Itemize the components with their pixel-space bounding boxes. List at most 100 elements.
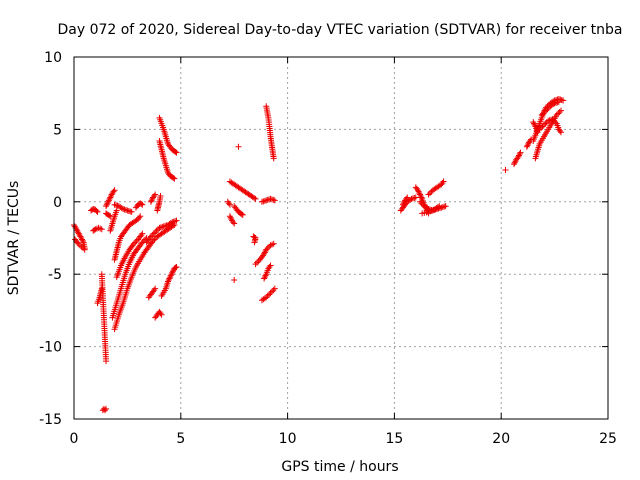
- x-tick-labels: 0 5 10 15 20 25: [70, 431, 617, 447]
- data-point: [111, 187, 118, 194]
- data-point: [404, 194, 411, 201]
- data-point: [157, 310, 164, 317]
- x-tick-label: 10: [279, 431, 297, 447]
- data-point: [425, 191, 432, 198]
- data-point: [540, 110, 547, 117]
- data-point: [167, 274, 174, 281]
- data-point: [555, 110, 562, 117]
- data-point: [424, 205, 431, 212]
- data-point: [137, 213, 144, 220]
- data-point: [151, 236, 158, 243]
- data-point: [418, 200, 425, 207]
- data-point: [152, 229, 159, 236]
- data-point: [511, 161, 518, 168]
- data-point: [139, 201, 146, 208]
- data-point: [271, 285, 278, 292]
- data-point: [270, 155, 277, 162]
- y-tick-label: -10: [39, 340, 62, 356]
- data-point: [81, 246, 88, 253]
- data-point: [403, 195, 410, 202]
- data-point: [167, 272, 174, 279]
- x-tick-label: 25: [599, 431, 617, 447]
- data-point: [103, 203, 110, 210]
- data-point: [531, 122, 538, 129]
- data-point: [267, 290, 274, 297]
- data-point: [170, 174, 177, 181]
- data-point: [91, 227, 98, 234]
- data-point: [105, 197, 112, 204]
- axis-ticks: [73, 56, 609, 420]
- data-point: [263, 294, 270, 301]
- data-point: [169, 268, 176, 275]
- data-point: [266, 243, 273, 250]
- data-point: [417, 193, 424, 200]
- data-point: [110, 188, 117, 195]
- y-tick-label: -15: [39, 412, 62, 428]
- data-point: [253, 259, 260, 266]
- data-point: [147, 233, 154, 240]
- data-point: [262, 272, 269, 279]
- data-point: [171, 175, 178, 182]
- data-point: [231, 276, 238, 283]
- data-point: [138, 200, 145, 207]
- data-point: [261, 250, 268, 257]
- data-point: [138, 232, 145, 239]
- data-point: [549, 116, 556, 123]
- data-point: [540, 122, 547, 129]
- data-point: [271, 197, 278, 204]
- data-point: [511, 159, 518, 166]
- data-point: [139, 230, 146, 237]
- data-point: [151, 287, 158, 294]
- data-point: [427, 190, 433, 197]
- data-point: [136, 214, 143, 221]
- data-point: [515, 153, 522, 160]
- data-point: [261, 274, 268, 281]
- data-point: [172, 264, 179, 271]
- data-point: [252, 195, 259, 202]
- data-point: [524, 142, 531, 149]
- data-point: [251, 194, 258, 201]
- data-point: [517, 149, 524, 156]
- data-point: [94, 208, 101, 215]
- data-point: [417, 191, 424, 198]
- data-point: [167, 220, 174, 227]
- data-point: [169, 269, 176, 276]
- data-point: [226, 201, 233, 208]
- data-point: [553, 111, 560, 118]
- data-point: [172, 148, 179, 155]
- data-point: [417, 198, 424, 205]
- data-point: [101, 407, 108, 414]
- data-point: [225, 200, 232, 207]
- data-point: [538, 111, 545, 118]
- data-point: [108, 193, 115, 200]
- y-tick-label: -5: [48, 267, 62, 283]
- data-point: [261, 249, 268, 256]
- data-point: [148, 197, 155, 204]
- data-point: [150, 237, 157, 244]
- data-point: [226, 213, 233, 220]
- data-point: [105, 198, 112, 205]
- data-point: [98, 226, 105, 233]
- data-point: [263, 246, 270, 253]
- data-point: [103, 358, 110, 365]
- data-point: [530, 119, 537, 126]
- x-axis-label: GPS time / hours: [281, 459, 398, 475]
- data-point: [400, 200, 407, 207]
- data-point: [539, 123, 546, 130]
- data-point: [132, 239, 139, 246]
- data-point: [556, 127, 563, 134]
- data-point: [516, 152, 522, 159]
- x-tick-label: 5: [176, 431, 185, 447]
- data-point: [128, 208, 135, 215]
- data-point: [264, 292, 271, 299]
- data-point: [440, 178, 447, 185]
- data-point: [103, 201, 110, 208]
- data-point: [164, 278, 171, 285]
- data-point: [442, 203, 449, 210]
- data-point: [530, 120, 537, 127]
- data-point: [152, 285, 159, 292]
- y-tick-label: 5: [53, 122, 62, 138]
- data-point: [235, 143, 242, 150]
- data-point: [542, 120, 549, 127]
- data-point: [264, 245, 271, 252]
